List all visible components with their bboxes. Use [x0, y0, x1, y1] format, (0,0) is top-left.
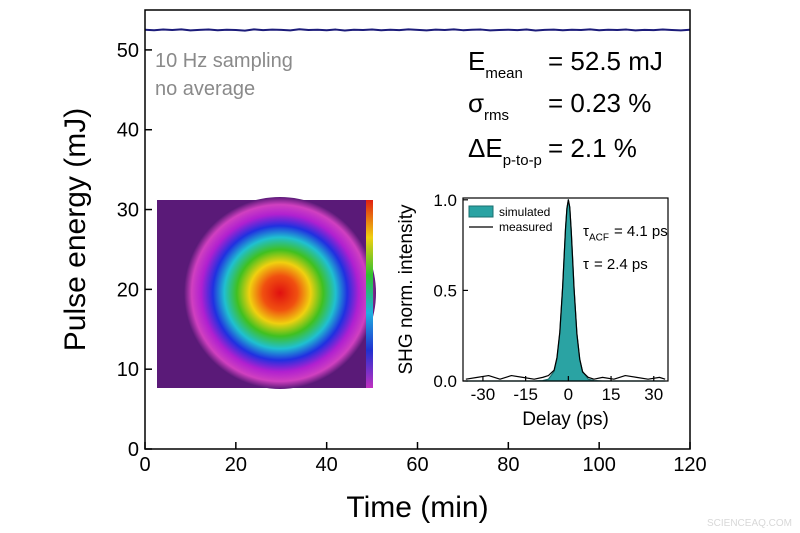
- formula-symbol: E: [468, 46, 485, 76]
- formula-text: = 0.23 %: [548, 88, 651, 118]
- x-tick-label: 15: [602, 385, 621, 404]
- formula-text: = 2.1 %: [548, 133, 637, 163]
- x-tick-label: 100: [582, 454, 615, 476]
- formula-subscript: rms: [484, 107, 509, 124]
- x-axis-label: Time (min): [346, 491, 488, 524]
- formula-subscript: mean: [485, 65, 523, 82]
- y-tick-label: 0.5: [433, 281, 457, 300]
- beam-colorbar: [366, 200, 373, 388]
- formula-symbol: ΔE: [468, 133, 503, 163]
- note: 10 Hz sampling: [155, 50, 293, 72]
- formula-symbol: σ: [468, 88, 484, 118]
- beam-profile-image: [157, 197, 376, 389]
- formula-text: = 2.4 ps: [594, 256, 648, 273]
- y-tick-label: 0: [128, 439, 139, 461]
- note: no average: [155, 78, 255, 100]
- formula: τACF = 4.1 ps: [583, 223, 668, 244]
- y-tick-label: 40: [117, 120, 139, 142]
- formula-symbol: τ: [583, 256, 589, 273]
- x-tick-label: -15: [513, 385, 538, 404]
- formula: ΔEp-to-p = 2.1 %: [468, 133, 637, 169]
- x-axis-label: Delay (ps): [522, 409, 609, 430]
- formula-text: = 52.5 mJ: [548, 46, 663, 76]
- x-tick-label: 60: [406, 454, 428, 476]
- beam-spot: [184, 197, 376, 389]
- y-tick-label: 1.0: [433, 191, 457, 210]
- legend-swatch: [468, 205, 494, 218]
- formula: τ = 2.4 ps: [583, 256, 648, 273]
- formula-text: = 4.1 ps: [614, 223, 668, 240]
- x-tick-label: 120: [673, 454, 706, 476]
- legend-label: measured: [499, 220, 552, 234]
- x-tick-label: 20: [225, 454, 247, 476]
- watermark: SCIENCEAQ.COM: [707, 518, 792, 529]
- x-tick-label: 40: [316, 454, 338, 476]
- legend-label: simulated: [499, 205, 550, 219]
- x-tick-label: 80: [497, 454, 519, 476]
- y-tick-label: 30: [117, 200, 139, 222]
- formula-symbol: τ: [583, 223, 589, 240]
- plot-frame: [462, 197, 669, 382]
- formula: σrms = 0.23 %: [468, 88, 651, 124]
- x-tick-label: 30: [644, 385, 663, 404]
- line: [144, 28, 691, 32]
- line: [465, 199, 666, 380]
- formula: Emean = 52.5 mJ: [468, 46, 663, 82]
- formula-subscript: ACF: [589, 233, 609, 244]
- y-tick-label: 0.0: [433, 372, 457, 391]
- x-tick-label: 0: [564, 385, 573, 404]
- y-tick-label: 50: [117, 40, 139, 62]
- x-tick-label: 0: [139, 454, 150, 476]
- y-axis-label: SHG norm. intensity: [396, 204, 417, 374]
- formula-subscript: p-to-p: [503, 152, 542, 169]
- y-tick-label: 20: [117, 279, 139, 301]
- x-tick-label: -30: [471, 385, 496, 404]
- y-tick-label: 10: [117, 359, 139, 381]
- y-axis-label: Pulse energy (mJ): [59, 108, 92, 351]
